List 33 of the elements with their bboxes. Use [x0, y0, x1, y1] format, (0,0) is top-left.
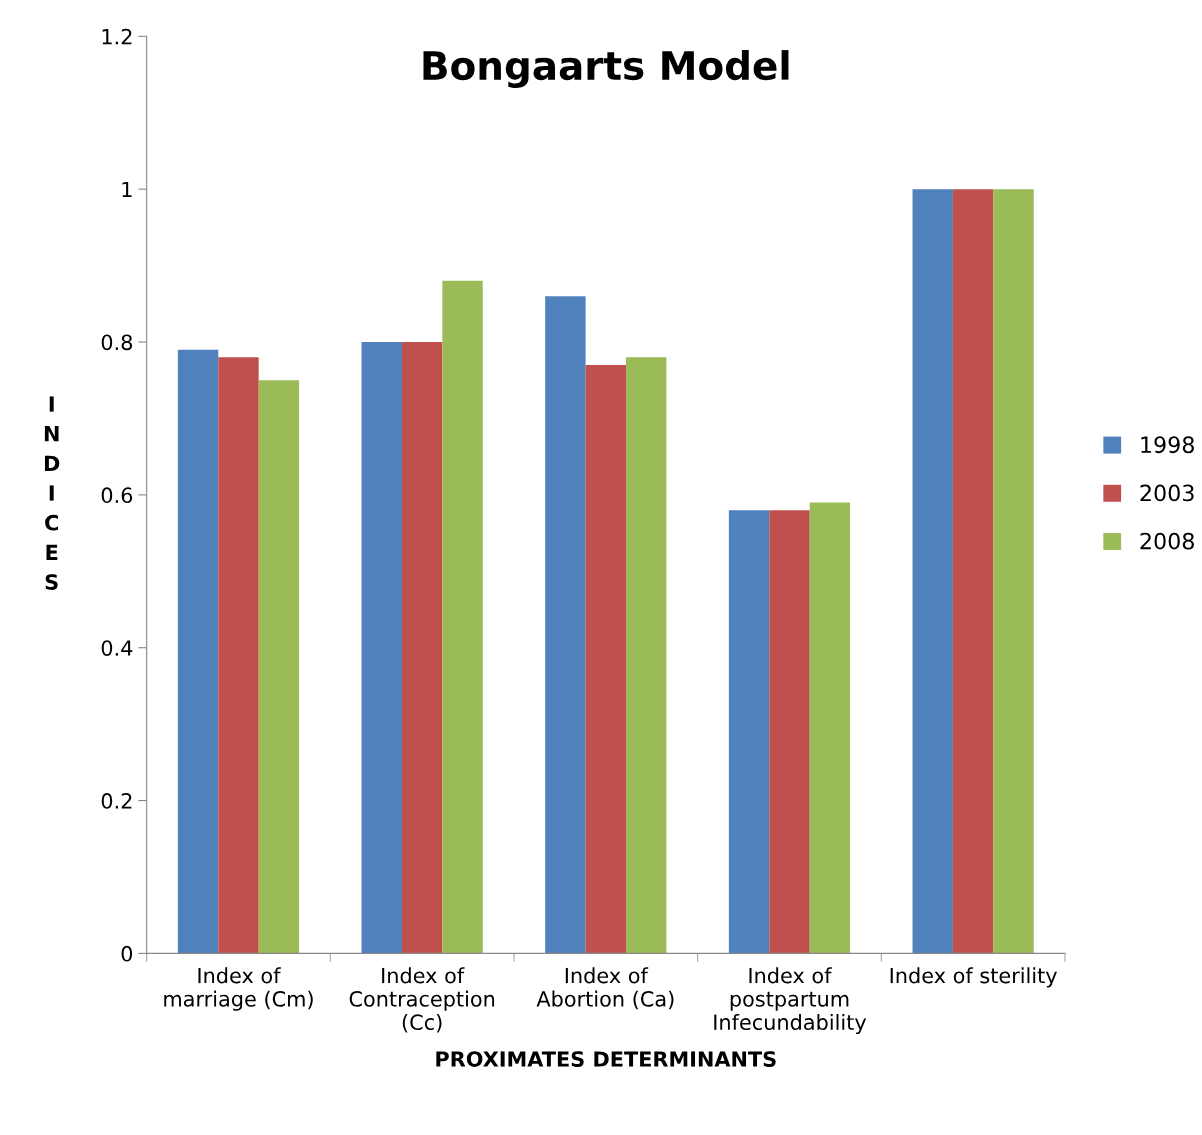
y-tick-label: 0.2	[101, 793, 132, 809]
bar	[401, 342, 443, 954]
y-tick-label: 0.8	[101, 334, 133, 351]
y-tick-label: 1	[122, 181, 132, 198]
bar	[177, 349, 219, 954]
bar	[993, 189, 1034, 954]
y-tick-label: 1.2	[102, 28, 132, 45]
chart-title: Bongaarts Model	[423, 50, 789, 89]
bar	[258, 380, 300, 954]
bar	[218, 357, 259, 954]
bar	[769, 510, 810, 954]
bar	[952, 189, 994, 954]
bar	[912, 189, 953, 954]
legend-label: 2008	[1140, 532, 1194, 550]
bar	[809, 502, 851, 954]
bar	[442, 280, 483, 954]
x-tick-label: Index of Abortion (Ca)	[536, 967, 674, 1010]
x-tick-label: Index of sterility	[890, 967, 1057, 988]
legend-label: 1998	[1141, 436, 1194, 454]
y-axis-title: INDICES	[44, 396, 60, 590]
x-axis-title: PROXIMATES DETERMINANTS	[436, 1051, 776, 1067]
legend-label: 2003	[1140, 484, 1194, 502]
x-tick-label: Index of marriage (Cm)	[164, 967, 313, 1011]
y-tick-label: 0	[121, 945, 133, 962]
bar	[361, 342, 402, 954]
bar	[545, 296, 586, 954]
bar	[626, 357, 667, 954]
x-tick-label: Index of postpartum Infecundability	[714, 967, 867, 1035]
y-tick-label: 0.4	[101, 640, 133, 656]
y-tick-label: 0.6	[101, 487, 133, 504]
bar	[728, 510, 770, 954]
bar	[585, 364, 627, 954]
x-tick-label: Index of Contraception (Cc)	[349, 967, 495, 1033]
